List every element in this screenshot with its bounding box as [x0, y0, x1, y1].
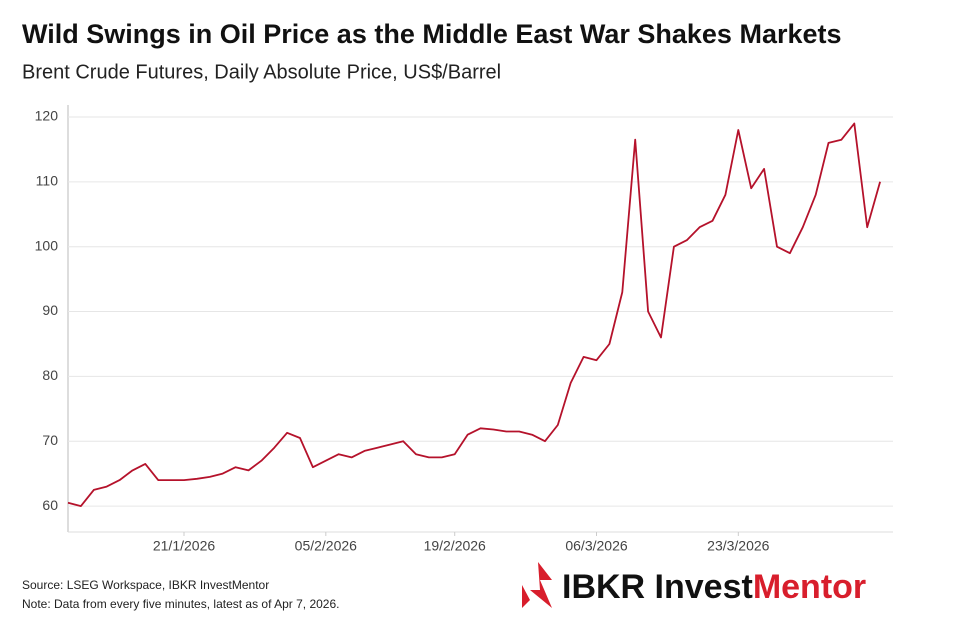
logo-text: IBKR InvestMentor	[562, 568, 866, 606]
y-tick-label: 110	[36, 173, 59, 189]
x-tick-label: 23/3/2026	[707, 538, 769, 554]
y-tick-label: 60	[42, 497, 58, 513]
x-tick-label: 06/3/2026	[565, 538, 627, 554]
note: Note: Data from every five minutes, late…	[22, 597, 339, 611]
logo-invest: IBKR Invest	[562, 568, 753, 606]
logo-icon	[522, 562, 552, 608]
source: Source: LSEG Workspace, IBKR InvestMento…	[22, 578, 269, 592]
y-tick-label: 90	[42, 302, 58, 318]
y-tick-label: 70	[42, 432, 58, 448]
y-tick-label: 80	[42, 367, 58, 383]
y-tick-label: 120	[35, 108, 59, 124]
chart-title: Wild Swings in Oil Price as the Middle E…	[22, 19, 842, 49]
y-tick-label: 100	[35, 237, 59, 253]
chart-subtitle: Brent Crude Futures, Daily Absolute Pric…	[22, 61, 501, 83]
logo-mentor: Mentor	[753, 568, 866, 606]
x-tick-label: 05/2/2026	[295, 538, 357, 554]
x-tick-label: 21/1/2026	[153, 538, 215, 554]
x-tick-label: 19/2/2026	[424, 538, 486, 554]
price-line	[67, 122, 881, 507]
